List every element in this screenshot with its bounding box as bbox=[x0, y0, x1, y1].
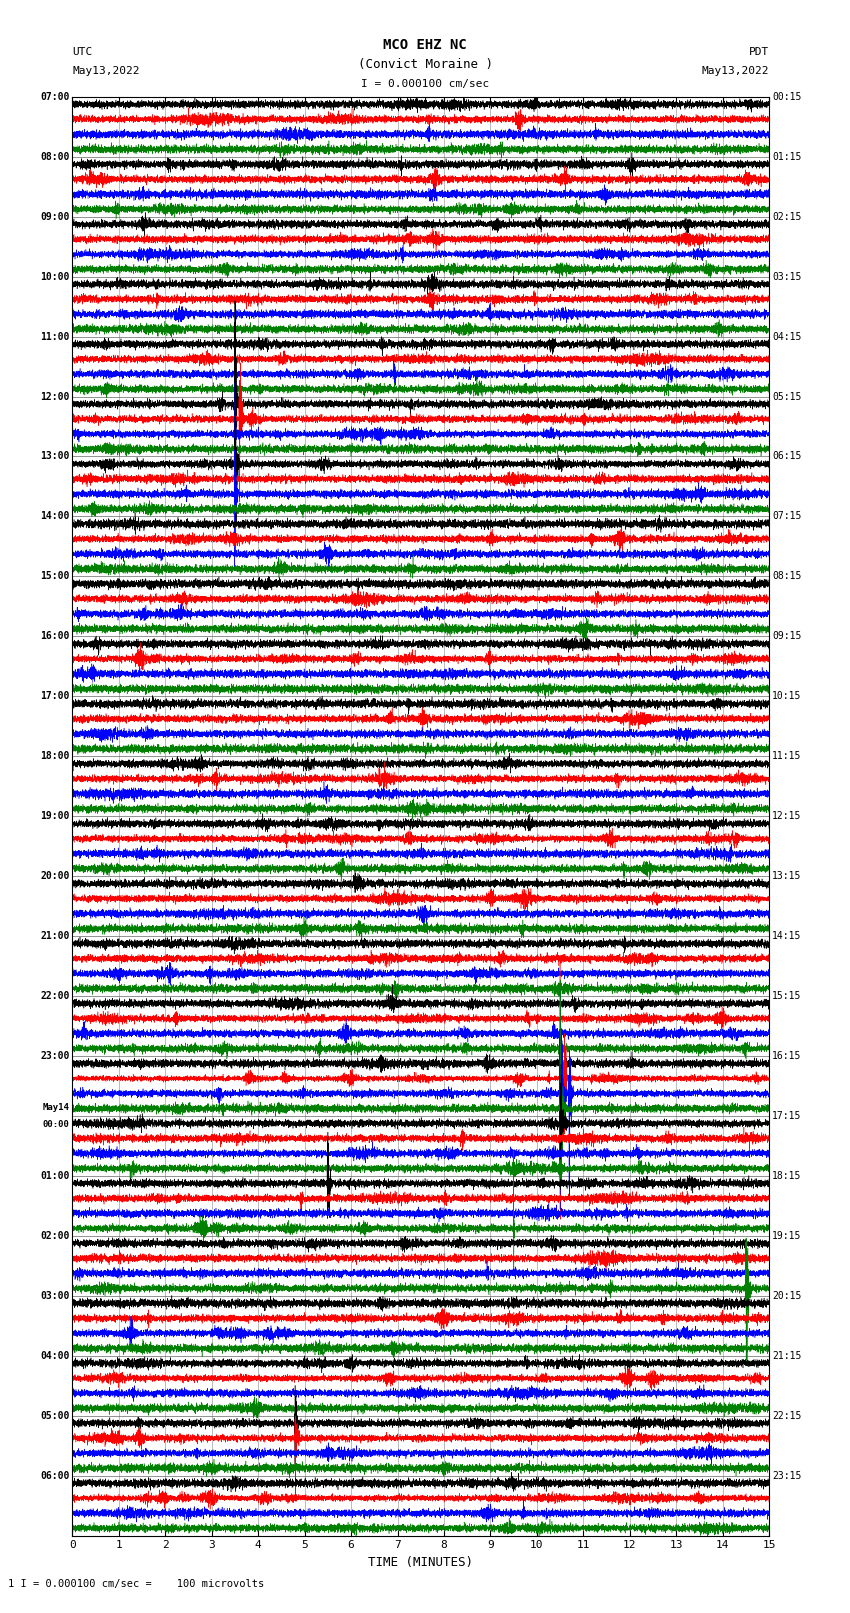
Text: May14: May14 bbox=[42, 1103, 70, 1111]
Text: 23:00: 23:00 bbox=[40, 1052, 70, 1061]
Text: MCO EHZ NC: MCO EHZ NC bbox=[383, 39, 467, 52]
Text: 03:15: 03:15 bbox=[772, 271, 802, 282]
Text: 14:15: 14:15 bbox=[772, 931, 802, 940]
Text: 07:00: 07:00 bbox=[40, 92, 70, 102]
Text: 05:15: 05:15 bbox=[772, 392, 802, 402]
Text: 06:15: 06:15 bbox=[772, 452, 802, 461]
Text: 12:00: 12:00 bbox=[40, 392, 70, 402]
Text: 02:15: 02:15 bbox=[772, 211, 802, 221]
Text: 13:00: 13:00 bbox=[40, 452, 70, 461]
Text: 07:15: 07:15 bbox=[772, 511, 802, 521]
Text: 10:00: 10:00 bbox=[40, 271, 70, 282]
Text: 15:15: 15:15 bbox=[772, 990, 802, 1002]
Text: 23:15: 23:15 bbox=[772, 1471, 802, 1481]
Text: 05:00: 05:00 bbox=[40, 1411, 70, 1421]
Text: 04:15: 04:15 bbox=[772, 332, 802, 342]
Text: 11:15: 11:15 bbox=[772, 752, 802, 761]
Text: 12:15: 12:15 bbox=[772, 811, 802, 821]
Text: 09:00: 09:00 bbox=[40, 211, 70, 221]
Text: 18:15: 18:15 bbox=[772, 1171, 802, 1181]
Text: PDT: PDT bbox=[749, 47, 769, 56]
Text: 08:15: 08:15 bbox=[772, 571, 802, 581]
Text: 00:15: 00:15 bbox=[772, 92, 802, 102]
Text: 19:15: 19:15 bbox=[772, 1231, 802, 1240]
Text: I = 0.000100 cm/sec: I = 0.000100 cm/sec bbox=[361, 79, 489, 89]
Text: 16:00: 16:00 bbox=[40, 631, 70, 642]
Text: UTC: UTC bbox=[72, 47, 93, 56]
Text: 09:15: 09:15 bbox=[772, 631, 802, 642]
Text: 20:00: 20:00 bbox=[40, 871, 70, 881]
Text: 04:00: 04:00 bbox=[40, 1350, 70, 1361]
Text: 00:00: 00:00 bbox=[42, 1121, 70, 1129]
Text: May13,2022: May13,2022 bbox=[702, 66, 769, 76]
Text: (Convict Moraine ): (Convict Moraine ) bbox=[358, 58, 492, 71]
Text: 1 I = 0.000100 cm/sec =    100 microvolts: 1 I = 0.000100 cm/sec = 100 microvolts bbox=[8, 1579, 264, 1589]
Text: 13:15: 13:15 bbox=[772, 871, 802, 881]
Text: 08:00: 08:00 bbox=[40, 152, 70, 161]
Text: 01:15: 01:15 bbox=[772, 152, 802, 161]
Text: 22:00: 22:00 bbox=[40, 990, 70, 1002]
Text: 02:00: 02:00 bbox=[40, 1231, 70, 1240]
Text: 21:00: 21:00 bbox=[40, 931, 70, 940]
Text: 18:00: 18:00 bbox=[40, 752, 70, 761]
Text: 22:15: 22:15 bbox=[772, 1411, 802, 1421]
Text: 21:15: 21:15 bbox=[772, 1350, 802, 1361]
Text: 10:15: 10:15 bbox=[772, 692, 802, 702]
Text: 15:00: 15:00 bbox=[40, 571, 70, 581]
Text: 17:00: 17:00 bbox=[40, 692, 70, 702]
X-axis label: TIME (MINUTES): TIME (MINUTES) bbox=[368, 1557, 473, 1569]
Text: 19:00: 19:00 bbox=[40, 811, 70, 821]
Text: May13,2022: May13,2022 bbox=[72, 66, 139, 76]
Text: 16:15: 16:15 bbox=[772, 1052, 802, 1061]
Text: 14:00: 14:00 bbox=[40, 511, 70, 521]
Text: 01:00: 01:00 bbox=[40, 1171, 70, 1181]
Text: 20:15: 20:15 bbox=[772, 1290, 802, 1300]
Text: 06:00: 06:00 bbox=[40, 1471, 70, 1481]
Text: 11:00: 11:00 bbox=[40, 332, 70, 342]
Text: 03:00: 03:00 bbox=[40, 1290, 70, 1300]
Text: 17:15: 17:15 bbox=[772, 1111, 802, 1121]
